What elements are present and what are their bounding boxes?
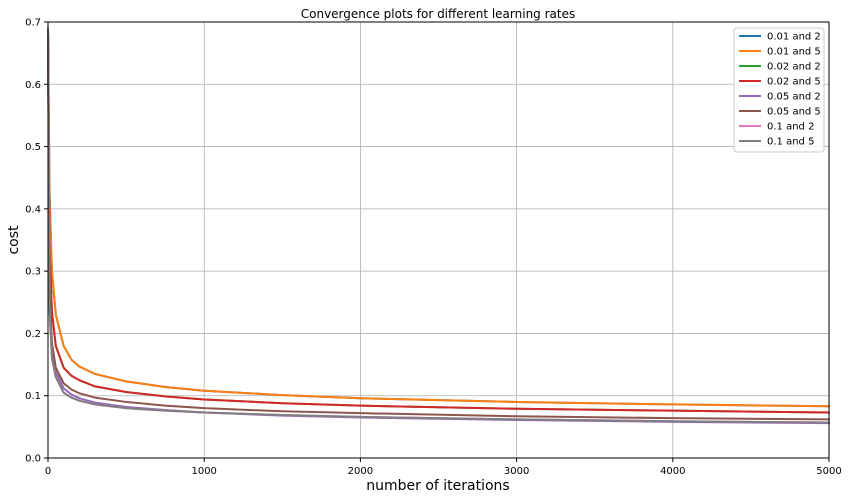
legend-item-0-1-and-2: 0.1 and 2 (739, 122, 814, 133)
y-tick-label: 0.0 (25, 454, 41, 465)
y-tick-label: 0.2 (25, 329, 41, 340)
y-tick-label: 0.7 (25, 18, 41, 29)
legend-label: 0.1 and 5 (767, 137, 814, 148)
legend-label: 0.02 and 5 (767, 77, 821, 88)
series-lines (47, 27, 830, 425)
series-line-0-02-and-5 (47, 27, 830, 414)
legend: 0.01 and 2 0.01 and 5 0.02 and 2 0.02 and 5… (733, 27, 825, 153)
legend-label: 0.02 and 2 (767, 62, 821, 73)
y-axis-ticks: 0.0 0.1 0.2 0.3 0.4 0.5 0.6 0.7 (25, 18, 48, 465)
series-line-0-1-and-2 (47, 27, 830, 424)
y-tick-label: 0.1 (25, 391, 41, 402)
legend-label: 0.05 and 2 (767, 92, 821, 103)
plot-frame (47, 21, 830, 459)
legend-box (733, 27, 825, 153)
series-line-0-01-and-5 (47, 27, 830, 408)
series-line-0-02-and-2 (47, 27, 830, 414)
legend-item-0-05-and-2: 0.05 and 2 (739, 92, 821, 103)
x-tick-label: 4000 (660, 466, 685, 477)
y-axis-title: cost (6, 225, 22, 255)
x-tick-label: 5000 (816, 466, 841, 477)
x-tick-label: 2000 (348, 466, 373, 477)
y-tick-label: 0.5 (25, 142, 41, 153)
x-tick-label: 1000 (191, 466, 216, 477)
legend-item-0-01-and-5: 0.01 and 5 (739, 47, 821, 58)
legend-item-0-05-and-5: 0.05 and 5 (739, 107, 821, 118)
series-line-0-01-and-2 (47, 27, 830, 408)
legend-item-0-1-and-5: 0.1 and 5 (739, 137, 814, 148)
legend-label: 0.05 and 5 (767, 107, 821, 118)
y-tick-label: 0.3 (25, 267, 41, 278)
y-tick-label: 0.6 (25, 80, 41, 91)
series-line-0-1-and-5 (47, 27, 830, 424)
x-tick-label: 3000 (504, 466, 529, 477)
legend-items: 0.01 and 2 0.01 and 5 0.02 and 2 0.02 and 5… (739, 32, 821, 148)
series-line-0-05-and-5 (47, 27, 830, 421)
legend-item-0-02-and-5: 0.02 and 5 (739, 77, 821, 88)
legend-item-0-01-and-2: 0.01 and 2 (739, 32, 821, 43)
x-axis-ticks: 0 1000 2000 3000 4000 5000 (45, 458, 842, 477)
x-axis-title: number of iterations (366, 478, 509, 494)
chart-title: Convergence plots for different learning… (301, 7, 576, 21)
x-tick-label: 0 (45, 466, 51, 477)
legend-item-0-02-and-2: 0.02 and 2 (739, 62, 821, 73)
legend-label: 0.01 and 5 (767, 47, 821, 58)
y-tick-label: 0.4 (25, 204, 41, 215)
grid-lines (47, 21, 830, 459)
series-line-0-05-and-2 (47, 27, 830, 425)
legend-label: 0.1 and 2 (767, 122, 814, 133)
legend-label: 0.01 and 2 (767, 32, 821, 43)
